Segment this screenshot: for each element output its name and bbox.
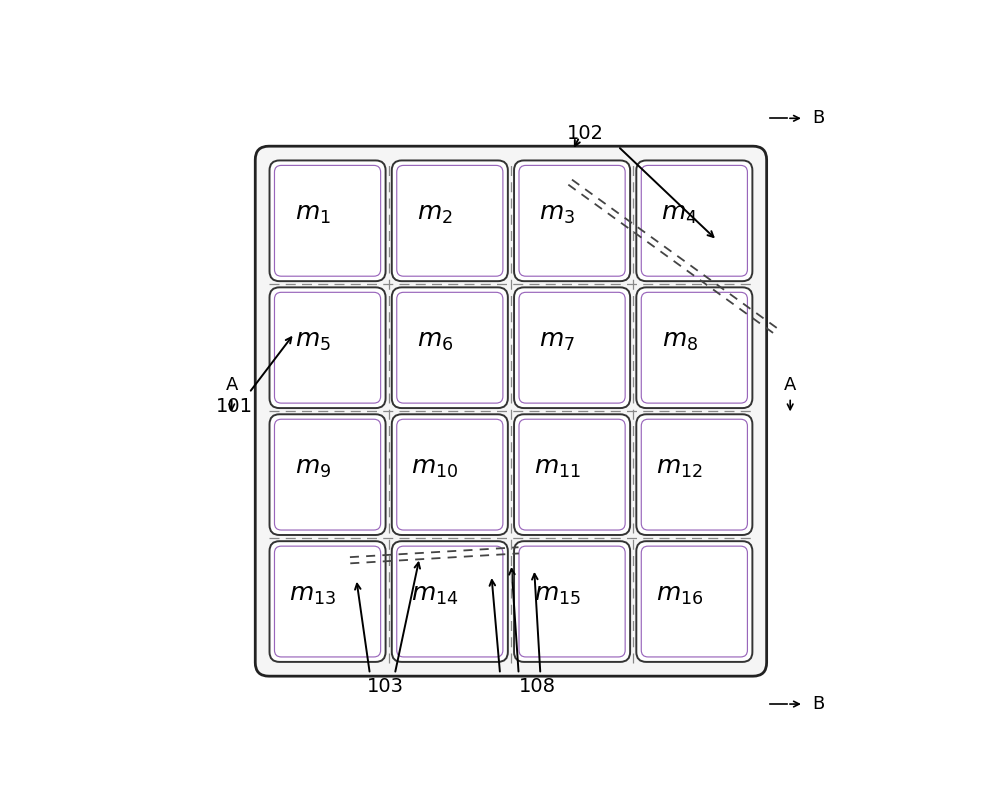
FancyBboxPatch shape xyxy=(392,287,508,408)
Text: $m_{14}$: $m_{14}$ xyxy=(411,584,459,607)
Text: $m_{13}$: $m_{13}$ xyxy=(289,584,336,607)
Text: 103: 103 xyxy=(367,677,404,696)
Text: B: B xyxy=(812,695,824,713)
Text: $m_{11}$: $m_{11}$ xyxy=(534,456,581,480)
Text: A: A xyxy=(784,376,796,394)
FancyBboxPatch shape xyxy=(270,287,386,408)
Text: $m_{2}$: $m_{2}$ xyxy=(417,203,453,226)
Text: A: A xyxy=(226,376,238,394)
Text: 102: 102 xyxy=(567,124,604,143)
FancyBboxPatch shape xyxy=(636,415,752,535)
Text: $m_{10}$: $m_{10}$ xyxy=(411,456,459,480)
Text: $m_{12}$: $m_{12}$ xyxy=(656,456,703,480)
FancyBboxPatch shape xyxy=(270,415,386,535)
Text: $m_{4}$: $m_{4}$ xyxy=(661,203,698,226)
Text: $m_{3}$: $m_{3}$ xyxy=(539,203,575,226)
Text: B: B xyxy=(812,109,824,127)
FancyBboxPatch shape xyxy=(514,541,630,662)
FancyBboxPatch shape xyxy=(636,541,752,662)
FancyBboxPatch shape xyxy=(514,287,630,408)
FancyBboxPatch shape xyxy=(392,160,508,281)
Text: 108: 108 xyxy=(519,677,556,696)
Text: $m_{6}$: $m_{6}$ xyxy=(417,330,453,353)
Text: $m_{9}$: $m_{9}$ xyxy=(295,456,331,480)
FancyBboxPatch shape xyxy=(392,415,508,535)
Text: $m_{5}$: $m_{5}$ xyxy=(295,330,331,353)
Text: $m_{8}$: $m_{8}$ xyxy=(662,330,698,353)
FancyBboxPatch shape xyxy=(514,160,630,281)
FancyBboxPatch shape xyxy=(514,415,630,535)
Text: $m_{16}$: $m_{16}$ xyxy=(656,584,703,607)
FancyBboxPatch shape xyxy=(270,160,386,281)
Text: $m_{7}$: $m_{7}$ xyxy=(539,330,575,353)
FancyBboxPatch shape xyxy=(636,287,752,408)
Text: $m_{1}$: $m_{1}$ xyxy=(295,203,331,226)
FancyBboxPatch shape xyxy=(392,541,508,662)
FancyBboxPatch shape xyxy=(270,541,386,662)
Text: 101: 101 xyxy=(216,397,253,416)
Text: $m_{15}$: $m_{15}$ xyxy=(534,584,581,607)
FancyBboxPatch shape xyxy=(636,160,752,281)
FancyBboxPatch shape xyxy=(255,147,767,676)
